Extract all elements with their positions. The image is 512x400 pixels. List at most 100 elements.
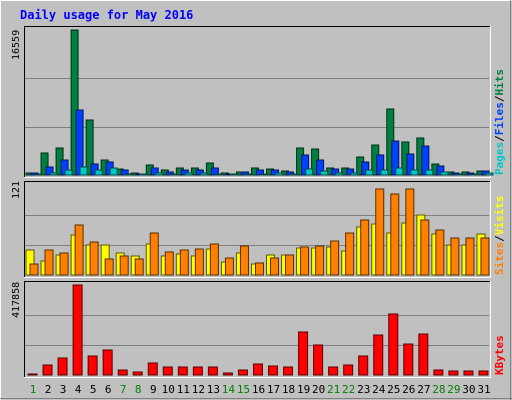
day-label: 1 <box>30 383 37 396</box>
bar-sites-day-18 <box>285 254 295 276</box>
bar-pages-day-9 <box>154 172 163 176</box>
bar-sites-day-15 <box>239 245 249 276</box>
bar-pages-day-2 <box>49 172 58 176</box>
bar-sites-day-24 <box>375 188 385 276</box>
bar-sites-day-30 <box>465 237 475 276</box>
bar-files-day-4 <box>75 109 84 176</box>
bar-sites-day-9 <box>149 232 159 276</box>
bar-pages-day-19 <box>305 168 314 176</box>
bar-sites-day-17 <box>270 257 280 276</box>
bar-kbytes-day-12 <box>192 366 203 376</box>
bar-kbytes-day-26 <box>403 343 414 376</box>
legend-sep-3: / <box>493 235 506 242</box>
legend-files: Files <box>493 102 506 135</box>
bar-hits-day-2 <box>40 152 49 176</box>
day-label: 23 <box>357 383 370 396</box>
day-label: 26 <box>402 383 415 396</box>
bar-kbytes-day-30 <box>463 370 474 376</box>
bar-pages-day-7 <box>124 173 133 176</box>
bar-kbytes-day-10 <box>162 366 173 376</box>
day-label: 19 <box>297 383 310 396</box>
bar-kbytes-day-22 <box>343 364 354 376</box>
bar-pages-day-17 <box>275 172 284 176</box>
bar-pages-day-11 <box>184 172 193 176</box>
bar-sites-day-27 <box>420 219 430 276</box>
bar-sites-day-7 <box>119 255 129 276</box>
bar-sites-day-3 <box>59 252 69 276</box>
day-label: 11 <box>177 383 190 396</box>
legend-sites: Sites <box>493 242 506 275</box>
day-label: 4 <box>75 383 82 396</box>
day-label: 14 <box>222 383 236 396</box>
bar-sites-day-26 <box>405 188 415 276</box>
bar-kbytes-day-29 <box>448 370 459 376</box>
kbytes-legend: KBytes <box>493 335 506 375</box>
hits-ymax-label: 16559 <box>11 30 22 60</box>
bar-sites-day-25 <box>390 193 400 276</box>
bar-kbytes-day-13 <box>207 366 218 376</box>
bar-pages-day-21 <box>335 172 344 176</box>
bar-sites-day-28 <box>435 229 445 276</box>
bar-pages-day-13 <box>214 173 223 176</box>
bar-kbytes-day-2 <box>42 364 53 376</box>
day-label: 29 <box>447 383 460 396</box>
bar-sites-day-4 <box>74 224 84 276</box>
kbytes-panel <box>24 281 491 378</box>
day-label: 2 <box>45 383 52 396</box>
bar-kbytes-day-24 <box>373 334 384 376</box>
day-label: 13 <box>207 383 220 396</box>
bar-kbytes-day-9 <box>147 362 158 376</box>
legend-visits: Visits <box>493 196 506 236</box>
day-label: 28 <box>432 383 445 396</box>
bar-pages-day-20 <box>320 170 329 176</box>
bar-kbytes-day-6 <box>102 349 113 376</box>
legend-sep-1: / <box>493 135 506 142</box>
bar-kbytes-day-14 <box>222 372 233 376</box>
day-label: 8 <box>135 383 142 396</box>
day-label: 7 <box>120 383 127 396</box>
day-label: 20 <box>312 383 325 396</box>
bar-pages-day-23 <box>365 169 374 176</box>
bar-kbytes-day-1 <box>27 373 38 376</box>
day-label: 18 <box>282 383 295 396</box>
bar-pages-day-6 <box>109 167 118 176</box>
day-labels: 1 2 3 4 5 6 7 8 9 10 11 12 13 14 15 16 17 18 19 20 21 22 23 24 2… <box>30 383 491 396</box>
day-label: 30 <box>462 383 475 396</box>
bar-kbytes-day-8 <box>132 371 143 376</box>
bar-sites-day-21 <box>330 240 340 276</box>
bar-kbytes-day-25 <box>388 313 399 376</box>
bar-sites-day-5 <box>89 241 99 276</box>
bar-pages-day-10 <box>169 173 178 176</box>
day-label: 9 <box>150 383 157 396</box>
bar-sites-day-1 <box>29 263 39 276</box>
legend-pages: Pages <box>493 142 506 175</box>
bar-pages-day-5 <box>94 169 103 176</box>
day-label: 10 <box>162 383 175 396</box>
bar-kbytes-day-23 <box>358 355 369 376</box>
visits-ymax-label: 121 <box>11 181 22 199</box>
day-label: 15 <box>237 383 250 396</box>
bar-pages-day-26 <box>410 169 419 176</box>
bar-sites-day-19 <box>300 246 310 276</box>
bar-pages-day-14 <box>229 173 238 176</box>
bar-kbytes-day-31 <box>478 370 489 376</box>
bar-sites-day-12 <box>194 248 204 276</box>
bar-sites-day-6 <box>104 258 114 276</box>
bar-kbytes-day-15 <box>237 369 248 376</box>
bar-pages-day-22 <box>350 172 359 176</box>
bar-sites-day-16 <box>254 262 264 276</box>
bar-hits-day-5 <box>85 119 94 176</box>
bar-hits-day-4 <box>70 29 79 176</box>
bar-kbytes-day-11 <box>177 366 188 376</box>
bar-kbytes-day-18 <box>283 366 294 376</box>
bar-sites-day-2 <box>44 249 54 276</box>
day-label: 16 <box>252 383 265 396</box>
bar-pages-day-28 <box>440 171 449 176</box>
bar-pages-day-15 <box>244 173 253 176</box>
day-label: 25 <box>387 383 400 396</box>
hits-files-pages-panel <box>24 26 494 178</box>
legend-sep-2: / <box>493 95 506 102</box>
day-label: 17 <box>267 383 280 396</box>
bar-sites-day-14 <box>224 257 234 276</box>
bar-pages-day-24 <box>380 169 389 176</box>
